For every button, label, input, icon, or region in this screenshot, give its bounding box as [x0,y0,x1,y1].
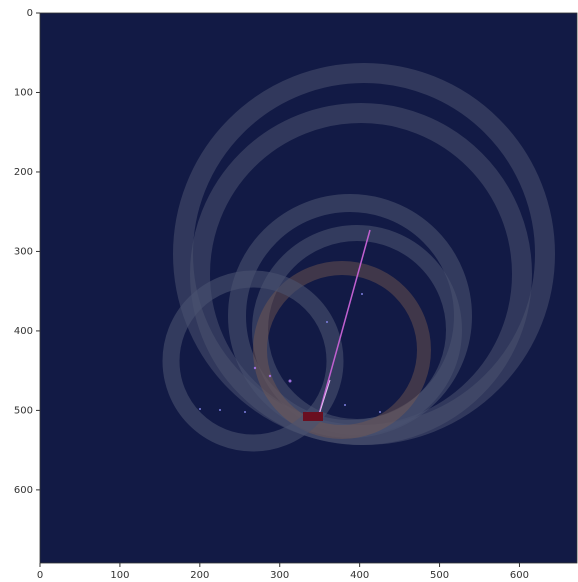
x-tick-label: 100 [110,570,129,581]
y-tick-label: 200 [14,167,33,178]
y-tick-label: 0 [27,8,33,19]
y-tick-label: 100 [14,87,33,98]
x-tick-label: 200 [190,570,209,581]
point [326,321,328,323]
vehicle [303,412,323,421]
y-tick-label: 500 [14,405,33,416]
x-tick-label: 500 [430,570,449,581]
point [344,404,346,406]
x-tick-label: 600 [510,570,529,581]
chart: 0 100 200 300 400 500 600 0 100 200 300 400 500 600 [0,0,578,582]
y-tick-label: 600 [14,485,33,496]
point [199,408,201,410]
x-tick-label: 300 [270,570,289,581]
x-tick-label: 0 [37,570,43,581]
point [254,367,256,369]
x-tick-label: 400 [350,570,369,581]
y-tick-label: 300 [14,246,33,257]
point [269,375,271,377]
y-tick-label: 400 [14,326,33,337]
point [244,411,246,413]
point [219,409,221,411]
point [361,293,363,295]
point [379,411,381,413]
point [289,380,292,383]
image-area [40,13,577,563]
